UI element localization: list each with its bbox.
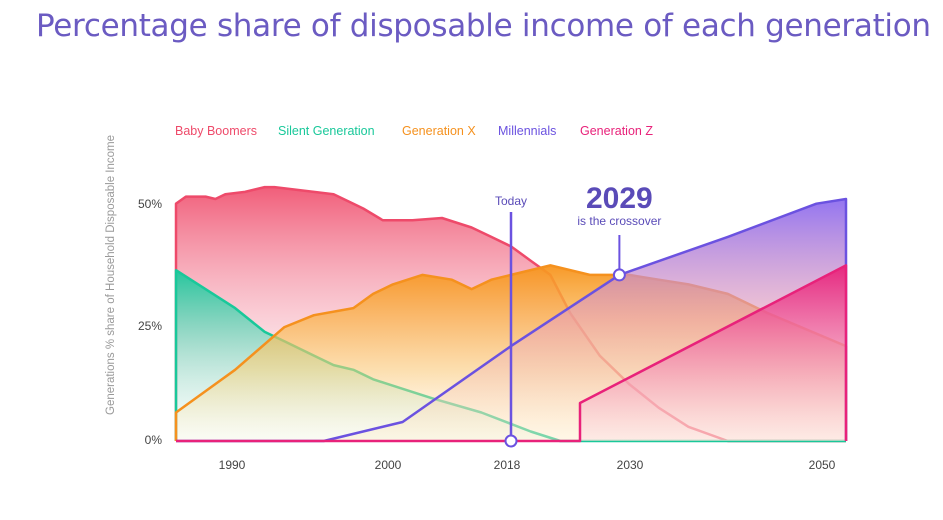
series-generation-z <box>176 264 848 443</box>
y-tick-label: 0% <box>145 433 163 447</box>
legend-generation-x: Generation X <box>402 124 476 138</box>
legend-silent-generation: Silent Generation <box>278 124 375 138</box>
y-axis: 0% 25% 50% <box>138 197 162 447</box>
y-tick-label: 50% <box>138 197 162 211</box>
crossover-caption: is the crossover <box>577 214 661 228</box>
y-tick-label: 25% <box>138 319 162 333</box>
x-tick-label: 2030 <box>617 458 644 472</box>
x-tick-label: 2050 <box>809 458 836 472</box>
x-axis: 1990 2000 2018 2030 2050 <box>219 458 836 472</box>
crossover-year-label: 2029 <box>586 182 653 215</box>
y-axis-label: Generations % share of Household Disposa… <box>105 135 117 415</box>
line-generation-z <box>176 264 848 443</box>
legend: Baby Boomers Silent Generation Generatio… <box>175 124 653 138</box>
today-marker-dot <box>504 434 518 448</box>
area-generation-z <box>176 265 846 441</box>
chart-title: Percentage share of disposable income of… <box>36 8 931 44</box>
x-tick-label: 2000 <box>375 458 402 472</box>
legend-generation-z: Generation Z <box>580 124 653 138</box>
annotations: Today 2029 is the crossover <box>495 182 661 448</box>
x-tick-label: 2018 <box>494 458 521 472</box>
crossover-marker-dot <box>612 268 626 282</box>
x-tick-label: 1990 <box>219 458 246 472</box>
legend-baby-boomers: Baby Boomers <box>175 124 257 138</box>
legend-millennials: Millennials <box>498 124 556 138</box>
today-label: Today <box>495 194 527 208</box>
